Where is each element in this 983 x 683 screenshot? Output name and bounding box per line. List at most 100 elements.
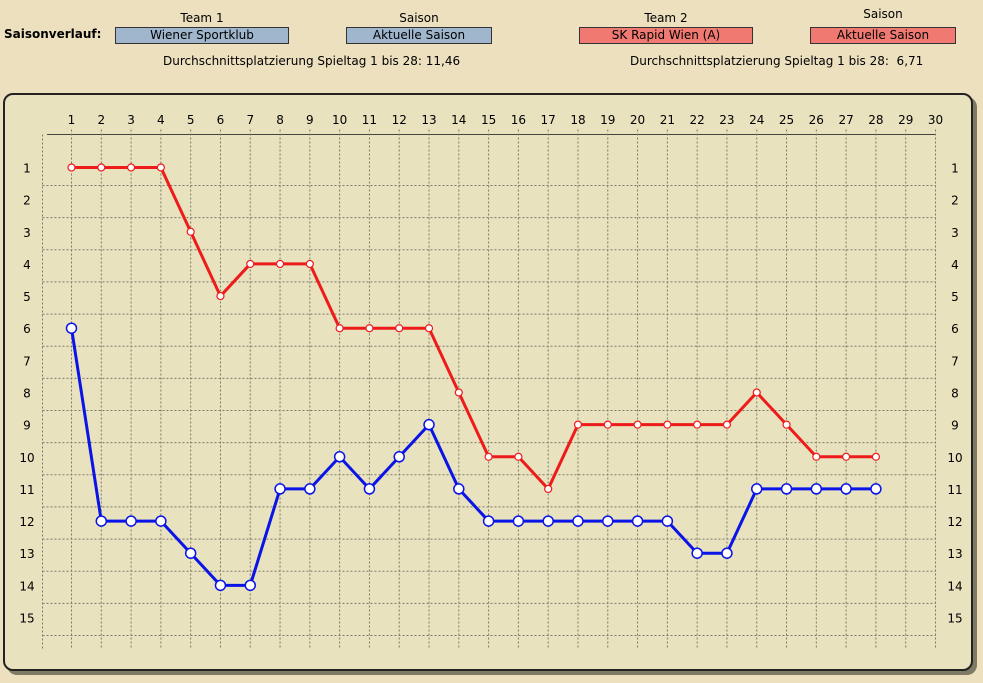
team1-point (810, 483, 823, 495)
y-tick-label-right: 6 (951, 322, 959, 336)
x-tick-label: 9 (306, 113, 314, 127)
y-tick-label-right: 10 (947, 451, 962, 465)
x-tick-label: 16 (511, 113, 526, 127)
y-tick-label-right: 8 (951, 387, 959, 401)
x-tick-label: 14 (451, 113, 466, 127)
x-tick-label: 4 (157, 113, 165, 127)
team2-point (126, 163, 136, 172)
y-tick-label-left: 8 (23, 387, 31, 401)
x-tick-label: 13 (421, 113, 436, 127)
x-tick-label: 24 (749, 113, 764, 127)
x-tick-label: 27 (838, 113, 853, 127)
y-tick-label-left: 4 (23, 258, 31, 272)
y-tick-label-left: 9 (23, 419, 31, 433)
team1-point (572, 515, 584, 527)
y-tick-label-left: 3 (23, 226, 31, 240)
team1-point (363, 483, 376, 495)
team1-point (155, 515, 167, 527)
team1-average-text: Durchschnittsplatzierung Spieltag 1 bis … (163, 54, 461, 68)
team2-point (97, 163, 106, 172)
y-tick-label-right: 7 (951, 354, 959, 368)
x-tick-label: 11 (362, 113, 377, 127)
team2-point (246, 259, 255, 269)
x-tick-label: 19 (600, 113, 615, 127)
y-tick-label-left: 10 (19, 451, 34, 465)
team2-point (156, 163, 165, 172)
team1-point (542, 515, 554, 527)
season2-label: Saison (863, 7, 903, 21)
team2-point (603, 420, 612, 429)
team1-point (870, 483, 882, 495)
y-tick-label-left: 5 (23, 290, 31, 304)
team1-point (453, 483, 465, 495)
team2-point (573, 420, 583, 429)
x-tick-label: 21 (660, 113, 675, 127)
x-tick-label: 20 (630, 113, 645, 127)
y-tick-label-left: 13 (19, 547, 34, 561)
x-tick-label: 10 (332, 113, 347, 127)
y-tick-label-right: 2 (951, 194, 959, 208)
team1-point (393, 451, 405, 463)
x-tick-label: 23 (719, 113, 734, 127)
season2-select[interactable]: Aktuelle Saison (810, 27, 956, 44)
team2-point (722, 420, 732, 429)
team1-point (840, 483, 852, 495)
x-tick-label: 28 (868, 113, 883, 127)
team1-point (512, 515, 525, 527)
y-tick-label-left: 7 (23, 354, 31, 368)
y-tick-label-left: 12 (19, 515, 34, 529)
team2-point (544, 484, 553, 494)
x-tick-label: 5 (187, 113, 195, 127)
y-tick-label-right: 9 (951, 419, 959, 433)
team2-point (454, 388, 463, 397)
x-tick-label: 2 (97, 113, 105, 127)
y-tick-label-right: 14 (947, 579, 962, 593)
season1-select[interactable]: Aktuelle Saison (346, 27, 492, 44)
team1-point (482, 515, 495, 527)
y-tick-label-right: 13 (947, 547, 962, 561)
team1-point (274, 483, 286, 495)
x-tick-label: 17 (541, 113, 556, 127)
team2-point (335, 324, 344, 333)
team1-point (333, 451, 346, 463)
team2-point (633, 420, 642, 429)
y-tick-label-right: 12 (947, 515, 962, 529)
y-tick-label-right: 3 (951, 226, 959, 240)
team1-point (631, 515, 644, 527)
team1-point (125, 515, 137, 527)
y-tick-label-left: 15 (19, 612, 34, 626)
team2-point (424, 324, 434, 333)
season1-label: Saison (399, 11, 439, 25)
chart-panel (3, 93, 973, 671)
team1-point (750, 483, 763, 495)
y-tick-label-right: 4 (951, 258, 959, 272)
x-tick-label: 3 (127, 113, 135, 127)
team2-point (663, 420, 672, 429)
team1-point (721, 547, 733, 559)
team2-point (365, 324, 374, 333)
team2-point (186, 227, 195, 236)
team1-point (184, 547, 197, 559)
x-tick-label: 25 (779, 113, 794, 127)
team1-point (780, 483, 793, 495)
y-tick-label-right: 1 (951, 162, 959, 176)
team2-point (812, 452, 821, 461)
team1-point (65, 322, 78, 334)
team2-select[interactable]: SK Rapid Wien (A) (579, 27, 753, 44)
x-tick-label: 29 (898, 113, 913, 127)
team2-label: Team 2 (644, 11, 688, 25)
team2-point (275, 259, 285, 269)
team2-point (305, 259, 314, 269)
team1-point (95, 515, 108, 527)
team1-select[interactable]: Wiener Sportklub (115, 27, 289, 44)
team1-point (244, 579, 257, 592)
team1-point (691, 547, 703, 559)
season-progress-label: Saisonverlauf: (4, 27, 102, 41)
y-tick-label-left: 14 (19, 579, 34, 593)
y-tick-label-right: 11 (947, 483, 962, 497)
team2-point (871, 452, 881, 461)
team2-point (216, 291, 225, 301)
team1-point (214, 579, 227, 592)
y-tick-label-left: 2 (23, 194, 31, 208)
team2-point (395, 324, 404, 333)
